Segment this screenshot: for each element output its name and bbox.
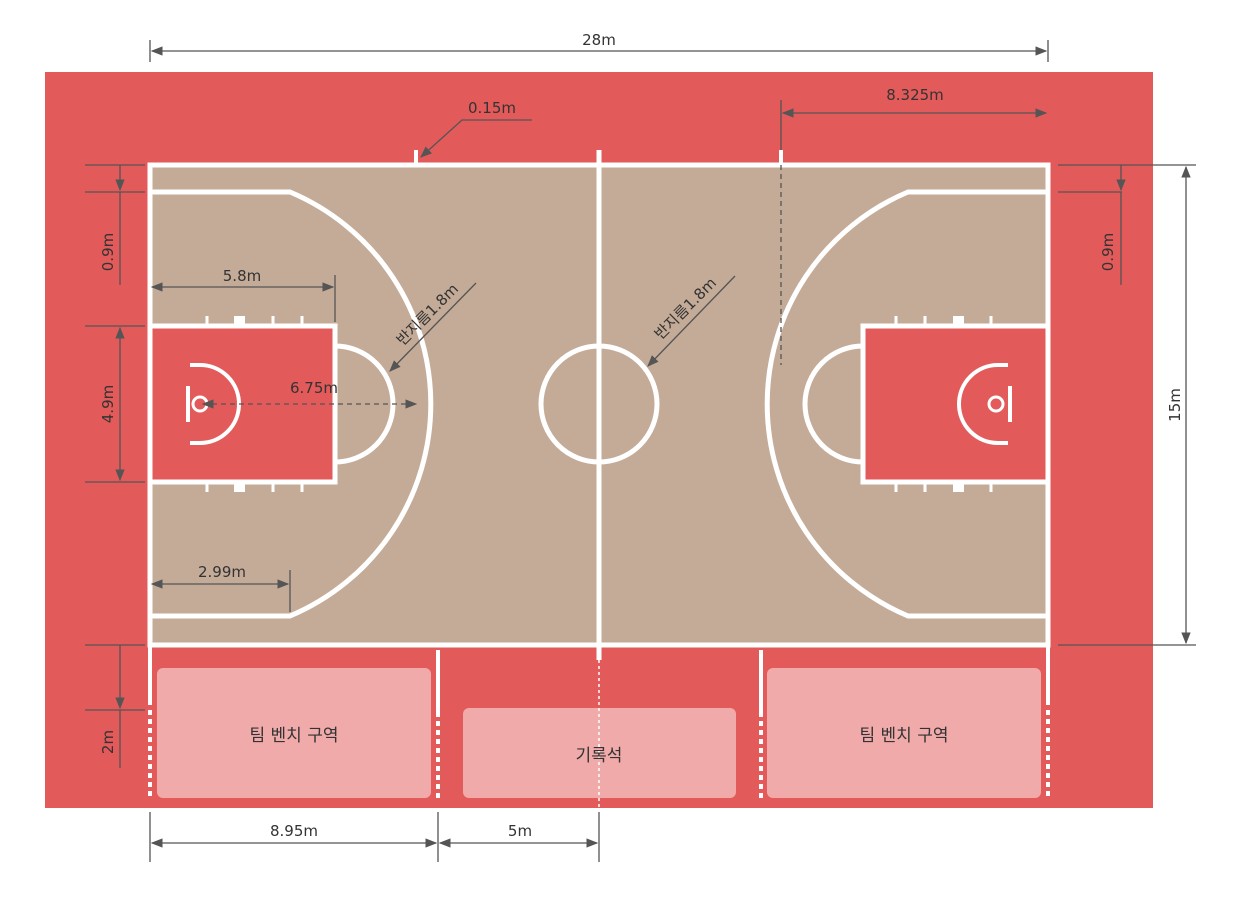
left-offset-label: 0.9m	[99, 233, 117, 271]
court-length-label: 28m	[582, 31, 616, 49]
table-half-label: 5m	[508, 822, 532, 840]
left-three-point-line	[150, 189, 434, 619]
three-point-radius-label: 6.75m	[290, 379, 338, 397]
bench-depth-label: 2m	[99, 730, 117, 754]
team-bench-left-label: 팀 벤치 구역	[249, 726, 338, 746]
line-width-pointer	[420, 119, 532, 158]
bench-dividers	[148, 645, 1050, 712]
center-circle	[538, 343, 660, 465]
corner-distance-label: 2.99m	[198, 563, 246, 581]
team-bench-right-label: 팀 벤치 구역	[859, 726, 948, 746]
right-lane-marks	[894, 316, 993, 492]
right-free-throw-arc	[802, 343, 864, 465]
key-length-label: 5.8m	[223, 267, 261, 285]
right-restricted-arc	[957, 363, 1008, 445]
left-neutral-mark-top	[234, 316, 245, 326]
right-key	[863, 326, 1048, 482]
scorer-table-label: 기록석	[576, 746, 623, 766]
free-throw-radius-pointer	[389, 282, 477, 372]
center-circle-radius-pointer	[647, 275, 736, 367]
court-width-label: 15m	[1166, 388, 1184, 422]
right-rim	[987, 395, 1005, 413]
bench-length-label: 8.95m	[270, 822, 318, 840]
key-width-label: 4.9m	[99, 385, 117, 423]
right-offset-label: 0.9m	[1099, 233, 1117, 271]
team-bench-zone-left	[157, 668, 431, 798]
left-neutral-mark-bottom	[234, 482, 245, 492]
line-width-label: 0.15m	[468, 99, 516, 117]
left-lane-marks	[205, 316, 304, 492]
right-neutral-mark-bottom	[953, 482, 964, 492]
right-neutral-mark-top	[953, 316, 964, 326]
bench-dashed-lines	[148, 710, 1050, 800]
team-bench-zone-right	[767, 668, 1041, 798]
substitution-label: 8.325m	[886, 86, 944, 104]
right-three-point-line	[764, 189, 1048, 619]
